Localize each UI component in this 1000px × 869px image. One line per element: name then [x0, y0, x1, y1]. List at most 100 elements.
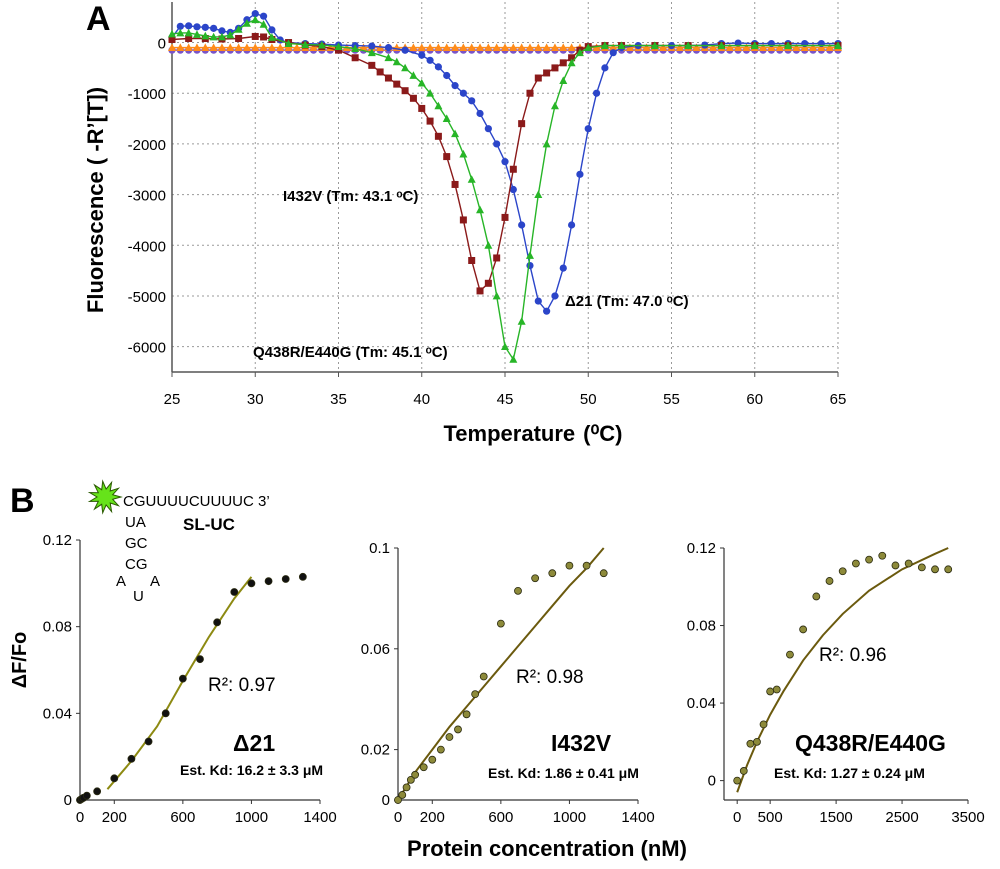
point-flat_orange-65	[709, 43, 718, 52]
point-flat_orange-59	[659, 43, 668, 52]
point-flat_orange-9	[242, 43, 251, 52]
b3-point-3	[753, 737, 761, 746]
b1-point-6	[127, 754, 136, 763]
b3-r2: R²: 0.96	[819, 645, 887, 666]
b3-point-5	[766, 687, 775, 696]
point-i432v-17	[401, 87, 409, 95]
point-delta21-53	[734, 39, 742, 47]
point-q438r-6	[217, 32, 226, 41]
b1-point-13	[247, 579, 256, 588]
b3-x-tick-label-1: 500	[758, 809, 783, 826]
b3-y-tick-label-0: 0	[708, 773, 716, 790]
rna-sequence: CGUUUUCUUUUC 3’	[123, 493, 270, 510]
x-tick-label-2: 35	[330, 391, 347, 408]
b1-point-3	[82, 791, 91, 800]
point-delta21-35	[526, 261, 534, 270]
b2-point-0	[394, 796, 402, 804]
point-i432v-19	[418, 104, 426, 112]
b3-point-11	[838, 567, 847, 576]
point-q438r-0	[168, 29, 176, 38]
b1-x-tick-label-1: 200	[102, 809, 127, 826]
point-q438r-8	[234, 25, 243, 33]
point-delta21-5	[210, 24, 218, 32]
point-q438r-25	[434, 101, 443, 110]
b1-point-9	[178, 674, 187, 683]
point-q438r-48	[717, 41, 726, 49]
point-delta21-33	[509, 185, 517, 194]
b3-point-4	[759, 720, 768, 729]
b2-point-19	[599, 569, 608, 578]
b2-point-9	[454, 725, 462, 734]
point-i432v-24	[459, 216, 467, 224]
panel-a-xlabel: Temperature (⁰C)	[444, 421, 623, 446]
b2-r2: R²: 0.98	[516, 667, 584, 688]
b3-point-12	[851, 559, 860, 568]
point-i432v-33	[534, 74, 542, 82]
point-i432v-32	[526, 89, 534, 97]
point-i432v-12	[351, 54, 359, 62]
panel-a-plot: 25 30 35 40 45 50 55 60 65 0 -1000 -2000 -3000 -4000 -…	[128, 2, 847, 408]
point-i432v-6	[260, 33, 268, 41]
point-i432v-22	[443, 153, 451, 161]
series-q438r	[168, 15, 842, 363]
point-delta21-41	[576, 170, 584, 178]
point-flat_orange-4	[201, 43, 210, 52]
b2-point-10	[462, 710, 471, 719]
point-delta21-11	[259, 12, 268, 20]
b1-point-11	[213, 618, 222, 627]
point-flat_orange-5	[209, 43, 218, 52]
b3-x-tick-label-0: 0	[733, 809, 741, 826]
point-flat_orange-61	[675, 43, 684, 52]
point-flat_orange-44	[534, 43, 543, 52]
b2-y-tick-label-0: 0	[382, 792, 390, 809]
point-i432v-16	[393, 80, 401, 88]
x-tick-label-4: 45	[497, 391, 514, 408]
b3-y-tick-label-1: 0.04	[687, 695, 716, 712]
annotation-delta21: Δ21 (Tm: 47.0 ᵒC)	[565, 293, 689, 310]
b1-point-16	[298, 572, 307, 581]
point-q438r-20	[392, 57, 401, 66]
annotation-i432v: I432V (Tm: 43.1 ᵒC)	[283, 188, 418, 205]
panel-b-ylabel: ΔF/Fo	[9, 632, 31, 689]
b3-point-15	[891, 561, 900, 570]
point-i432v-37	[568, 54, 576, 62]
point-flat_orange-75	[792, 43, 801, 52]
point-q438r-50	[784, 41, 793, 49]
point-delta21-34	[518, 221, 526, 229]
point-flat_orange-23	[359, 43, 368, 52]
point-q438r-5	[209, 32, 218, 41]
point-i432v-31	[518, 120, 526, 128]
point-i432v-5	[251, 32, 259, 40]
b2-y-tick-label-2: 0.06	[361, 641, 390, 658]
point-q438r-23	[417, 78, 426, 87]
b2-y-tick-label-1: 0.02	[361, 742, 390, 759]
b3-point-7	[786, 650, 794, 659]
point-q438r-27	[451, 129, 460, 138]
point-i432v-29	[501, 213, 509, 221]
point-i432v-26	[476, 287, 484, 295]
panel-b2-plot: 0 200 600 1000 1400 0 0.02 0.06 0.1	[361, 540, 655, 826]
point-delta21-21	[401, 46, 409, 54]
point-q438r-4	[201, 31, 210, 40]
point-i432v-13	[368, 61, 376, 69]
point-delta21-40	[568, 221, 576, 229]
x-tick-label-8: 65	[830, 391, 847, 408]
point-delta21-42	[584, 125, 592, 133]
point-flat_orange-8	[234, 43, 243, 52]
point-flat_orange-15	[292, 43, 301, 52]
b2-point-14	[514, 586, 522, 595]
b2-point-11	[471, 690, 480, 699]
b3-point-1	[739, 767, 748, 775]
b2-fit-line	[397, 547, 605, 801]
point-q438r-11	[259, 20, 268, 28]
point-q438r-17	[351, 44, 360, 53]
point-q438r-41	[567, 58, 576, 67]
b2-kd: Est. Kd: 1.86 ± 0.41 μM	[488, 765, 639, 781]
rna-stem-loop-inset: CGUUUUCUUUUC 3’ SL-UC UA GC CG A A U	[87, 479, 270, 605]
b3-kd: Est. Kd: 1.27 ± 0.24 μM	[774, 765, 925, 781]
point-flat_orange-77	[809, 43, 818, 52]
point-flat_orange-73	[775, 43, 784, 52]
point-delta21-10	[251, 10, 259, 18]
point-flat_orange-36	[467, 43, 476, 52]
point-q438r-35	[517, 317, 526, 325]
